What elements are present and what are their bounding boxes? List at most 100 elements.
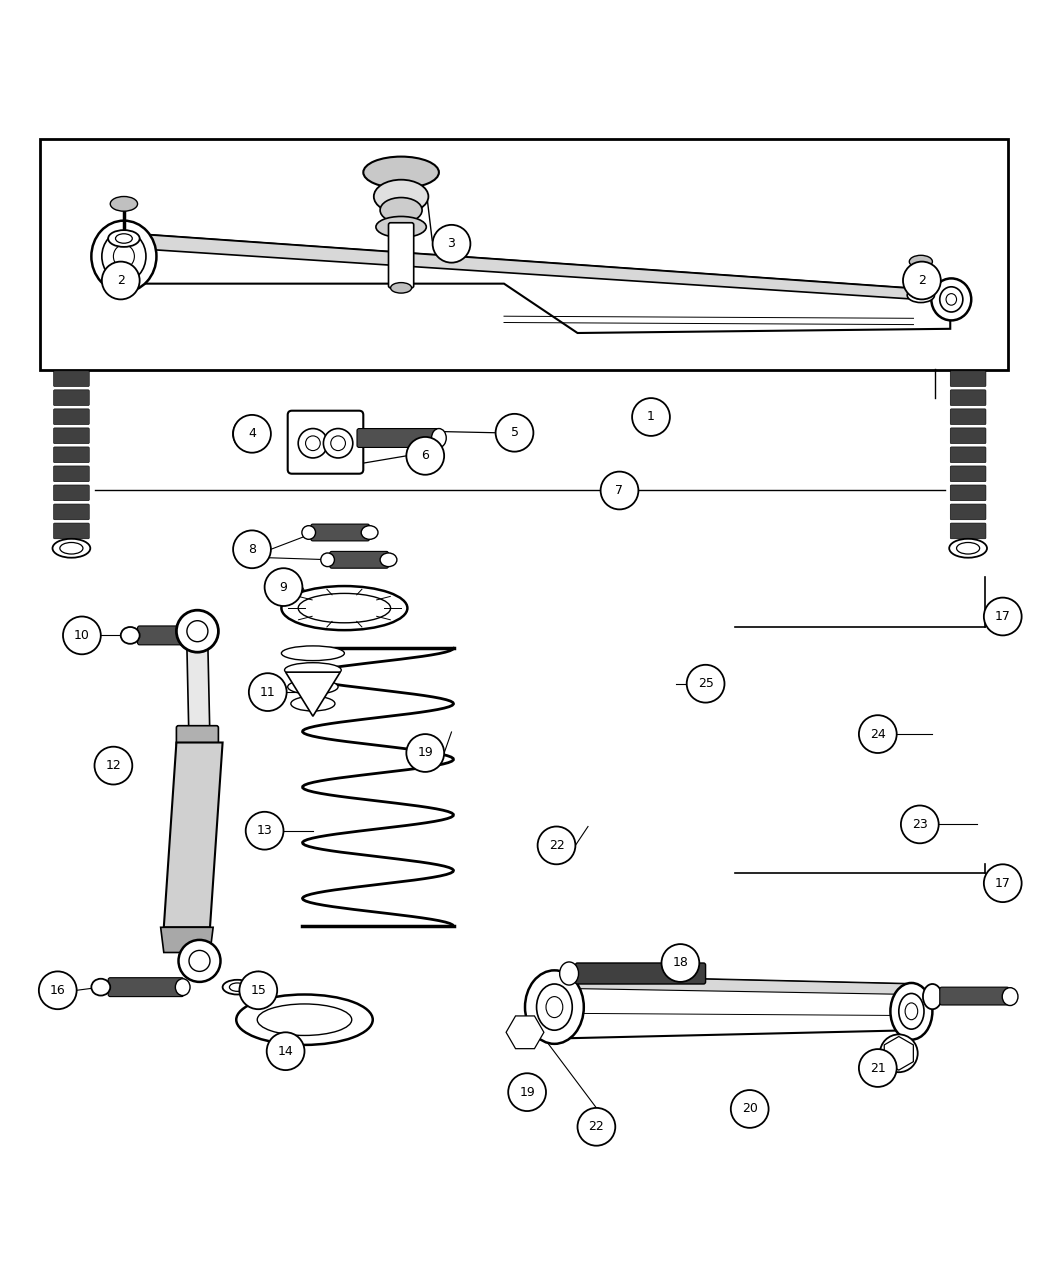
Polygon shape [164,742,223,927]
Ellipse shape [291,696,335,711]
Text: 19: 19 [519,1085,536,1099]
Ellipse shape [512,1021,538,1043]
Circle shape [538,826,575,864]
FancyBboxPatch shape [311,524,370,541]
Ellipse shape [905,1003,918,1020]
Text: 12: 12 [105,759,122,773]
FancyBboxPatch shape [950,409,986,425]
Text: 15: 15 [250,984,267,997]
Circle shape [859,715,897,754]
Ellipse shape [380,553,397,566]
Text: 17: 17 [994,877,1011,890]
Text: 9: 9 [279,580,288,594]
Text: 19: 19 [418,746,433,760]
FancyBboxPatch shape [950,484,986,501]
Circle shape [102,261,140,300]
Text: 4: 4 [248,427,256,440]
Text: 13: 13 [257,824,273,838]
Circle shape [903,261,941,300]
Ellipse shape [116,233,132,244]
Polygon shape [235,417,265,450]
Ellipse shape [236,994,373,1046]
Circle shape [632,398,670,436]
FancyBboxPatch shape [950,523,986,539]
Ellipse shape [321,553,334,566]
Polygon shape [552,975,914,1039]
Ellipse shape [363,157,439,189]
Ellipse shape [432,428,446,448]
Circle shape [306,436,320,450]
Text: 7: 7 [615,484,624,497]
Polygon shape [142,235,950,301]
FancyBboxPatch shape [54,484,89,501]
Text: 1: 1 [647,411,655,423]
Text: 24: 24 [869,728,885,741]
Text: 21: 21 [869,1062,885,1075]
Circle shape [508,1074,546,1111]
FancyBboxPatch shape [357,428,440,448]
Circle shape [901,806,939,843]
FancyBboxPatch shape [138,626,203,645]
Polygon shape [286,672,340,717]
Circle shape [265,569,302,606]
Text: 6: 6 [421,449,429,463]
Ellipse shape [110,196,138,212]
FancyBboxPatch shape [54,448,89,463]
Text: 22: 22 [548,839,565,852]
FancyBboxPatch shape [330,551,388,569]
Ellipse shape [113,245,134,268]
Circle shape [662,944,699,982]
Ellipse shape [374,180,428,213]
Ellipse shape [525,970,584,1044]
Circle shape [331,436,345,450]
Ellipse shape [907,288,935,302]
Circle shape [267,1033,304,1070]
FancyBboxPatch shape [950,504,986,520]
FancyBboxPatch shape [54,465,89,482]
Ellipse shape [899,993,924,1029]
Ellipse shape [91,979,110,996]
Circle shape [239,972,277,1010]
Circle shape [187,621,208,641]
Ellipse shape [931,278,971,320]
Circle shape [984,864,1022,903]
Ellipse shape [546,997,563,1017]
Polygon shape [552,975,914,994]
Polygon shape [187,646,210,742]
Ellipse shape [1002,988,1017,1006]
Circle shape [984,598,1022,635]
Ellipse shape [923,984,942,1010]
Text: 17: 17 [994,609,1011,623]
Ellipse shape [60,542,83,555]
Circle shape [859,1049,897,1086]
Circle shape [433,224,470,263]
FancyBboxPatch shape [950,465,986,482]
Ellipse shape [175,979,190,996]
Ellipse shape [196,627,211,644]
Circle shape [246,812,284,849]
Ellipse shape [288,680,338,694]
Text: 22: 22 [588,1121,605,1133]
Text: 11: 11 [260,686,275,699]
Circle shape [39,972,77,1010]
Text: 25: 25 [697,677,714,690]
Text: 3: 3 [447,237,456,250]
Circle shape [249,673,287,711]
FancyBboxPatch shape [54,390,89,405]
Text: 16: 16 [50,984,65,997]
FancyBboxPatch shape [575,963,706,984]
Circle shape [406,734,444,771]
FancyBboxPatch shape [54,428,89,444]
Circle shape [189,950,210,972]
Circle shape [880,1034,918,1072]
Circle shape [298,428,328,458]
FancyBboxPatch shape [54,504,89,520]
Text: 10: 10 [74,629,90,641]
Circle shape [731,1090,769,1128]
Ellipse shape [946,293,957,305]
Text: 18: 18 [672,956,689,969]
FancyBboxPatch shape [950,448,986,463]
Circle shape [233,414,271,453]
Circle shape [406,437,444,474]
FancyBboxPatch shape [940,987,1009,1005]
